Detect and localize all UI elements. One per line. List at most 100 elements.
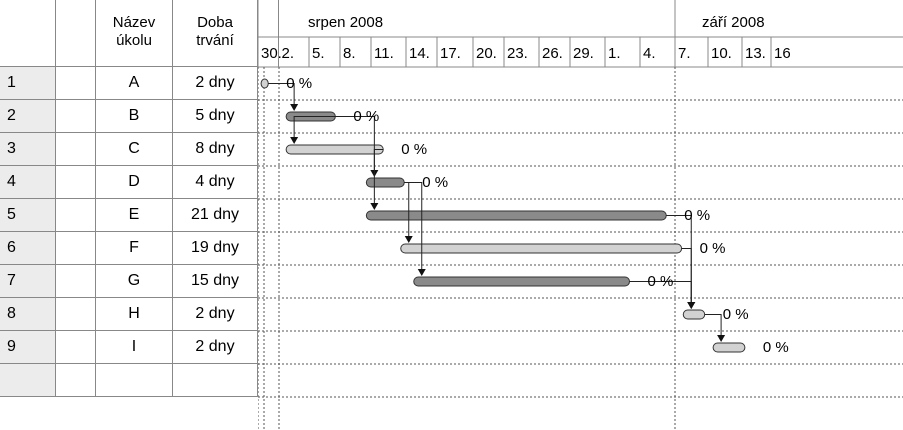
day-tick-label: 30. xyxy=(261,45,282,62)
task-name-cell[interactable]: D xyxy=(96,166,173,199)
indicator-cell[interactable] xyxy=(56,67,96,100)
day-tick-label: 13. xyxy=(745,45,766,62)
dependency-link xyxy=(404,182,423,270)
day-tick-label: 14. xyxy=(409,45,430,62)
task-name-cell[interactable]: B xyxy=(96,100,173,133)
dependency-link xyxy=(681,248,692,303)
dependency-arrow xyxy=(687,302,696,309)
indicator-cell[interactable] xyxy=(56,331,96,364)
indicator-cell[interactable] xyxy=(56,265,96,298)
task-name-header-line2: úkolu xyxy=(116,32,152,49)
progress-label: 0 % xyxy=(700,240,726,257)
day-tick-label: 10. xyxy=(711,45,732,62)
task-name-cell[interactable]: F xyxy=(96,232,173,265)
row-number-cell[interactable]: 3 xyxy=(0,133,56,166)
dependency-arrow xyxy=(404,236,413,243)
duration-cell[interactable] xyxy=(173,364,258,397)
day-tick-label: 23. xyxy=(507,45,528,62)
dependency-arrow xyxy=(290,137,299,144)
duration-header[interactable]: Doba trvání xyxy=(173,0,258,67)
task-name-cell[interactable]: E xyxy=(96,199,173,232)
duration-cell[interactable]: 8 dny xyxy=(173,133,258,166)
indicator-cell[interactable] xyxy=(56,199,96,232)
task-bar[interactable] xyxy=(400,243,683,254)
task-name-cell[interactable]: H xyxy=(96,298,173,331)
row-number-cell[interactable]: 8 xyxy=(0,298,56,331)
dependency-link xyxy=(268,83,295,105)
month-label: září 2008 xyxy=(702,14,765,31)
duration-header-line1: Doba xyxy=(197,14,233,31)
duration-cell[interactable]: 15 dny xyxy=(173,265,258,298)
dependency-link xyxy=(404,182,410,237)
task-bar[interactable] xyxy=(365,210,667,221)
duration-cell[interactable]: 19 dny xyxy=(173,232,258,265)
indicator-cell[interactable] xyxy=(56,166,96,199)
progress-label: 0 % xyxy=(684,207,710,224)
day-tick-label: 16 xyxy=(774,45,791,62)
day-tick-label: 2. xyxy=(282,45,295,62)
row-number-cell[interactable]: 6 xyxy=(0,232,56,265)
day-tick-label: 7. xyxy=(678,45,691,62)
task-bar[interactable] xyxy=(682,309,706,320)
row-number-cell[interactable]: 7 xyxy=(0,265,56,298)
duration-cell[interactable]: 21 dny xyxy=(173,199,258,232)
indicator-cell[interactable] xyxy=(56,100,96,133)
day-tick-label: 26. xyxy=(542,45,563,62)
indicators-header[interactable]: i xyxy=(56,0,137,67)
task-name-header-line1: Název xyxy=(112,14,156,31)
task-name-cell[interactable]: I xyxy=(96,331,173,364)
task-name-header[interactable]: Název úkolu xyxy=(96,0,173,67)
row-number-cell[interactable]: 9 xyxy=(0,331,56,364)
task-bar[interactable] xyxy=(285,144,384,155)
row-number-cell[interactable] xyxy=(0,364,56,397)
indicator-cell[interactable] xyxy=(56,232,96,265)
dependency-link xyxy=(373,149,384,204)
progress-label: 0 % xyxy=(422,174,448,191)
day-tick-label: 8. xyxy=(343,45,356,62)
day-tick-label: 1. xyxy=(608,45,621,62)
day-tick-label: 11. xyxy=(374,45,394,62)
progress-label: 0 % xyxy=(286,75,312,92)
dependency-arrow xyxy=(370,203,379,210)
day-tick-label: 20. xyxy=(476,45,497,62)
task-bar[interactable] xyxy=(260,78,269,89)
row-number-cell[interactable]: 4 xyxy=(0,166,56,199)
duration-cell[interactable]: 5 dny xyxy=(173,100,258,133)
duration-cell[interactable]: 2 dny xyxy=(173,298,258,331)
dependency-link xyxy=(704,314,722,336)
day-tick-label: 5. xyxy=(312,45,325,62)
day-tick-label: 29. xyxy=(573,45,594,62)
progress-label: 0 % xyxy=(353,108,379,125)
task-bar[interactable] xyxy=(712,342,746,353)
dependency-arrow xyxy=(417,269,426,276)
duration-cell[interactable]: 2 dny xyxy=(173,67,258,100)
task-name-cell[interactable]: A xyxy=(96,67,173,100)
dependency-link xyxy=(629,281,692,303)
row-number-cell[interactable]: 2 xyxy=(0,100,56,133)
indicator-cell[interactable] xyxy=(56,298,96,331)
day-tick-label: 17. xyxy=(440,45,461,62)
dependency-arrow xyxy=(290,104,299,111)
duration-cell[interactable]: 4 dny xyxy=(173,166,258,199)
indicator-cell[interactable] xyxy=(56,133,96,166)
progress-label: 0 % xyxy=(723,306,749,323)
duration-cell[interactable]: 2 dny xyxy=(173,331,258,364)
progress-label: 0 % xyxy=(763,339,789,356)
task-name-cell[interactable] xyxy=(96,364,173,397)
progress-label: 0 % xyxy=(401,141,427,158)
row-number-cell[interactable]: 5 xyxy=(0,199,56,232)
progress-label: 0 % xyxy=(648,273,674,290)
day-tick-label: 4. xyxy=(643,45,656,62)
task-bar[interactable] xyxy=(413,276,630,287)
row-number-header xyxy=(0,0,56,67)
duration-header-line2: trvání xyxy=(196,32,234,49)
gantt-timeline: srpen 2008 září 2008 30. 2. 5. 8. 11. 14. 17. 20.… xyxy=(258,0,903,430)
indicator-cell[interactable] xyxy=(56,364,96,397)
task-name-cell[interactable]: G xyxy=(96,265,173,298)
task-name-cell[interactable]: C xyxy=(96,133,173,166)
row-number-cell[interactable]: 1 xyxy=(0,67,56,100)
month-label: srpen 2008 xyxy=(308,14,383,31)
task-bar[interactable] xyxy=(365,177,405,188)
dependency-arrow xyxy=(717,335,726,342)
